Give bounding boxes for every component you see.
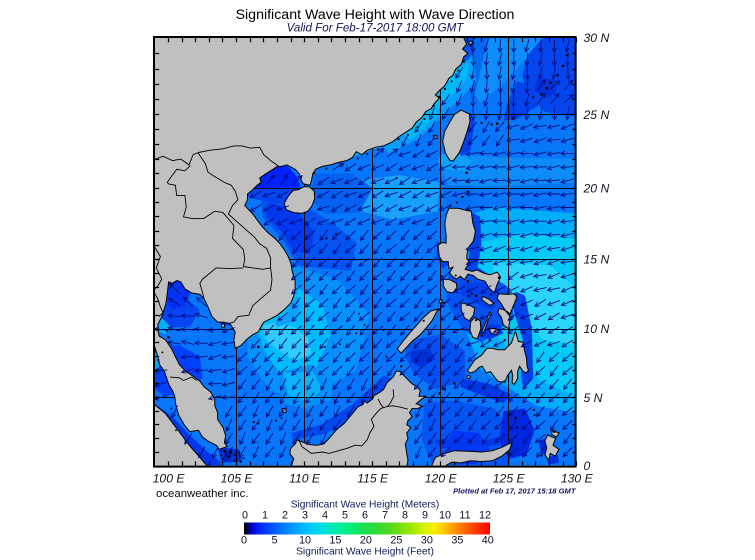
svg-text:125 E: 125 E — [493, 472, 526, 486]
svg-text:9: 9 — [422, 510, 428, 522]
svg-text:11: 11 — [459, 510, 470, 522]
svg-text:Significant Wave Height (Meter: Significant Wave Height (Meters) — [291, 500, 440, 511]
svg-text:30 N: 30 N — [584, 31, 610, 45]
svg-text:30: 30 — [421, 535, 433, 547]
svg-text:5: 5 — [271, 535, 277, 547]
svg-text:110 E: 110 E — [289, 472, 321, 486]
svg-text:Plotted at Feb 17, 2017 15:18: Plotted at Feb 17, 2017 15:18 GMT — [453, 487, 577, 496]
svg-text:115 E: 115 E — [357, 472, 389, 486]
svg-text:40: 40 — [482, 535, 494, 547]
svg-text:100 E: 100 E — [153, 472, 186, 486]
svg-text:130 E: 130 E — [561, 472, 594, 486]
svg-text:7: 7 — [382, 510, 388, 522]
svg-text:10: 10 — [299, 535, 311, 547]
svg-text:35: 35 — [451, 535, 463, 547]
svg-text:15 N: 15 N — [584, 253, 610, 267]
svg-text:25 N: 25 N — [583, 108, 610, 122]
svg-text:6: 6 — [362, 510, 368, 522]
svg-text:20 N: 20 N — [583, 181, 610, 195]
svg-text:8: 8 — [402, 510, 408, 522]
svg-text:0: 0 — [241, 535, 247, 547]
svg-text:5 N: 5 N — [584, 391, 603, 405]
svg-text:120 E: 120 E — [425, 472, 458, 486]
svg-text:5: 5 — [342, 510, 348, 522]
svg-text:1: 1 — [262, 510, 268, 522]
svg-text:Significant Wave Height (Feet): Significant Wave Height (Feet) — [296, 547, 434, 558]
svg-text:3: 3 — [302, 510, 308, 522]
svg-text:20: 20 — [360, 535, 372, 547]
svg-text:Significant Wave Height with W: Significant Wave Height with Wave Direct… — [236, 7, 515, 23]
svg-text:Valid For Feb-17-2017 18:00 GM: Valid For Feb-17-2017 18:00 GMT — [287, 22, 465, 35]
svg-text:25: 25 — [390, 535, 402, 547]
svg-text:4: 4 — [322, 510, 328, 522]
svg-text:12: 12 — [479, 510, 491, 522]
svg-text:oceanweather inc.: oceanweather inc. — [156, 488, 248, 500]
svg-text:0: 0 — [584, 459, 591, 473]
svg-text:15: 15 — [329, 535, 341, 547]
svg-text:0: 0 — [242, 510, 248, 522]
svg-text:2: 2 — [282, 510, 288, 522]
svg-text:105 E: 105 E — [221, 472, 254, 486]
svg-text:10: 10 — [439, 510, 451, 522]
svg-text:10 N: 10 N — [584, 322, 610, 336]
